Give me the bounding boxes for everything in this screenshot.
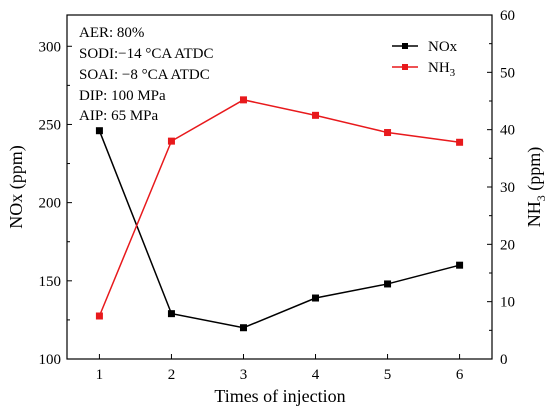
y-left-tick-label: 250 [39,117,62,133]
y-left-tick-label: 100 [39,352,62,368]
y-left-tick-label: 150 [39,274,62,290]
annotation-block: AER: 80% SODI:−14 °CA ATDC SOAI: −8 °CA … [79,25,213,124]
nox-data-point [312,294,320,302]
annotation-dip: DIP: 100 MPa [79,88,166,104]
y-left-tick-label: 300 [39,39,62,55]
nox-data-point [239,324,247,332]
x-tick-label: 5 [384,367,392,383]
legend: NOx NH3 [392,39,458,79]
nox-series-line [98,130,460,329]
y-right-tick-label: 10 [500,295,515,311]
x-tick-label: 6 [456,367,464,383]
y-right-tick-label: 40 [500,123,515,139]
x-tick-label: 3 [240,367,248,383]
nh3-data-point [239,96,247,104]
annotation-soai: SOAI: −8 °CA ATDC [79,67,210,83]
x-tick-label: 4 [312,367,320,383]
y-right-tick-label: 20 [500,237,515,253]
y-left-axis-title: NOx (ppm) [6,145,27,229]
legend-nox-marker [402,43,408,49]
legend-nh3-marker [402,64,408,70]
nh3-data-point [312,111,320,119]
y-right-tick-label: 50 [500,65,515,81]
annotation-sodi: SODI:−14 °CA ATDC [79,46,213,62]
nox-data-point [384,280,392,288]
nh3-data-point [95,312,103,320]
nox-data-point [456,261,464,269]
nox-data-point [167,310,175,318]
nox-data-point [95,127,103,135]
y-right-tick-label: 60 [500,8,515,24]
x-axis-title: Times of injection [214,386,345,406]
y-left-tick-label: 200 [39,196,62,212]
legend-nh3-label: NH3 [428,60,456,79]
nh3-data-point [456,138,464,146]
x-tick-label: 2 [168,367,176,383]
y-right-tick-label: 0 [500,352,508,368]
y-right-axis-title: NH3 (ppm) [524,147,548,228]
nh3-series-line [98,99,460,317]
chart-marks: 1 2 3 4 5 6 100 150 200 250 300 0 10 20 30 40 50 60 [39,8,516,383]
y-right-tick-label: 30 [500,180,515,196]
legend-nox-label: NOx [428,39,458,55]
x-tick-label: 1 [96,367,104,383]
nh3-data-point [167,137,175,145]
nh3-data-point [384,129,392,137]
annotation-aip: AIP: 65 MPa [79,108,159,124]
annotation-aer: AER: 80% [79,25,144,41]
